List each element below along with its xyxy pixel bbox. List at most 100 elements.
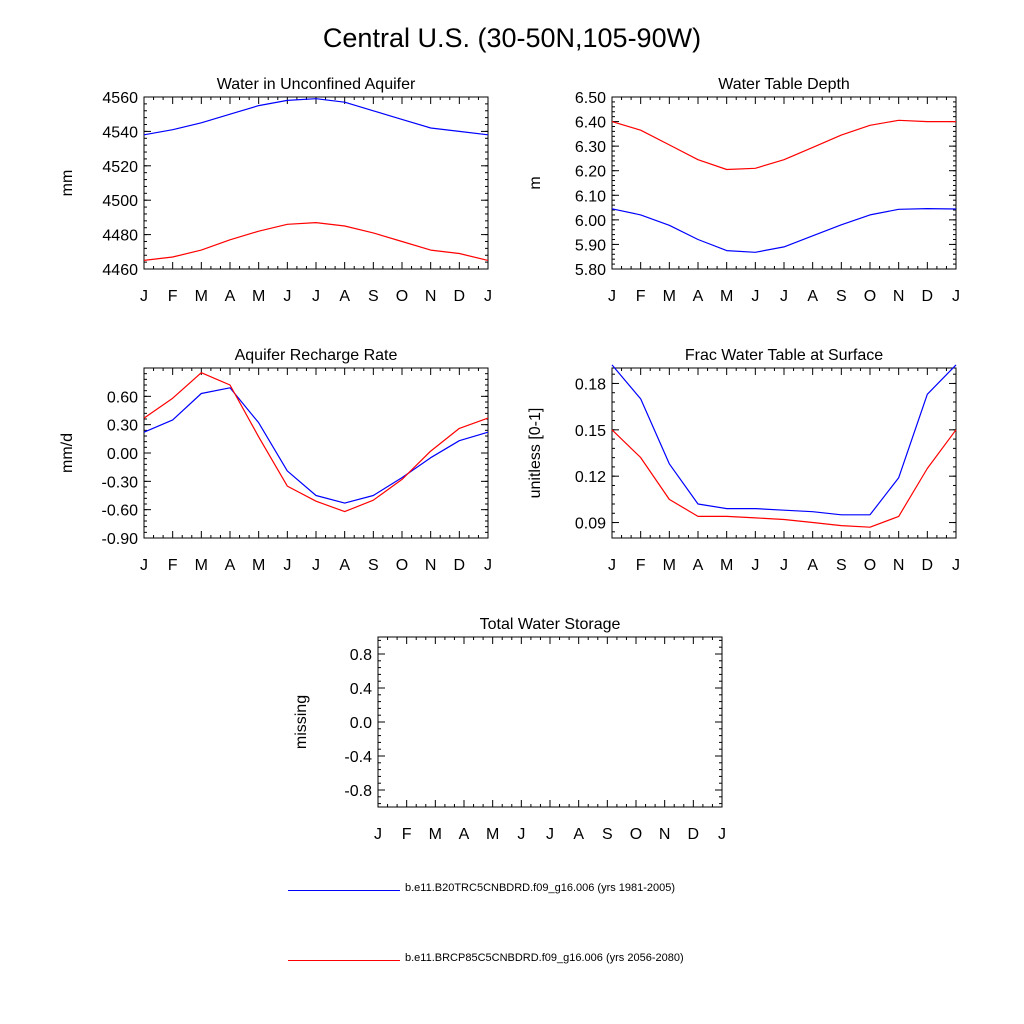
x-tick-label: M <box>663 288 676 305</box>
x-tick-label: J <box>751 557 759 574</box>
y-tick-label: 6.50 <box>575 90 606 107</box>
x-tick-label: N <box>893 288 905 305</box>
x-tick-label: N <box>425 288 437 305</box>
x-tick-label: M <box>486 826 499 843</box>
x-tick-label: J <box>312 288 320 305</box>
series-line-2 <box>143 222 489 261</box>
y-tick-label: 0.00 <box>107 446 138 463</box>
x-tick-label: M <box>195 288 208 305</box>
y-axis-label: unitless [0-1] <box>527 408 544 499</box>
x-tick-label: O <box>396 288 408 305</box>
x-tick-label: A <box>693 557 704 574</box>
y-axis-label: mm/d <box>59 433 76 473</box>
legend-label-2: b.e11.BRCP85C5CNBDRD.f09_g16.006 (yrs 20… <box>405 952 684 964</box>
panel-4: Frac Water Table at Surface unitless [0-1… <box>527 347 960 574</box>
y-tick-label: 0.60 <box>107 389 138 406</box>
y-tick-label: 5.90 <box>575 237 606 254</box>
x-tick-label: O <box>396 557 408 574</box>
plot-frame <box>143 367 489 539</box>
x-tick-label: J <box>952 557 960 574</box>
panel-title: Water Table Depth <box>718 76 850 93</box>
series-line-2 <box>611 429 957 528</box>
x-tick-label: S <box>836 288 847 305</box>
x-tick-label: J <box>283 288 291 305</box>
x-tick-label: J <box>718 826 726 843</box>
y-tick-label: -0.60 <box>102 503 139 520</box>
y-tick-label: 4520 <box>102 159 138 176</box>
x-tick-label: M <box>720 288 733 305</box>
y-tick-label: 4500 <box>102 193 138 210</box>
y-tick-label: 0.18 <box>575 376 606 393</box>
x-tick-label: M <box>663 557 676 574</box>
y-tick-label: 0.0 <box>350 715 372 732</box>
plot-frame <box>611 367 957 539</box>
series-line-1 <box>143 387 489 504</box>
plot-frame <box>143 96 489 270</box>
y-tick-label: 4560 <box>102 90 138 107</box>
x-tick-label: A <box>225 557 236 574</box>
x-tick-label: S <box>836 557 847 574</box>
y-tick-label: 4480 <box>102 228 138 245</box>
series-line-1 <box>143 98 489 136</box>
x-tick-label: O <box>630 826 642 843</box>
x-tick-label: O <box>864 557 876 574</box>
x-tick-label: J <box>751 288 759 305</box>
y-tick-label: 4540 <box>102 124 138 141</box>
x-tick-label: J <box>780 557 788 574</box>
legend-line-1 <box>288 890 400 891</box>
panel-title: Frac Water Table at Surface <box>685 347 883 364</box>
y-tick-label: -0.30 <box>102 474 139 491</box>
x-tick-label: D <box>454 288 466 305</box>
x-tick-label: F <box>636 557 646 574</box>
y-tick-label: 4460 <box>102 262 138 279</box>
figure-title: Central U.S. (30-50N,105-90W) <box>322 23 702 53</box>
x-tick-label: J <box>608 557 616 574</box>
x-tick-label: F <box>402 826 412 843</box>
x-tick-label: A <box>339 288 350 305</box>
y-tick-label: 5.80 <box>575 262 606 279</box>
x-tick-label: J <box>780 288 788 305</box>
x-tick-label: J <box>484 288 492 305</box>
x-tick-label: F <box>168 288 178 305</box>
x-tick-label: S <box>368 288 379 305</box>
y-tick-label: 6.10 <box>575 188 606 205</box>
x-tick-label: A <box>339 557 350 574</box>
x-tick-label: D <box>922 557 934 574</box>
panel-title: Water in Unconfined Aquifer <box>217 76 416 93</box>
plot-frame <box>611 96 957 270</box>
x-tick-label: J <box>546 826 554 843</box>
x-tick-label: J <box>517 826 525 843</box>
y-tick-label: 6.20 <box>575 164 606 181</box>
y-tick-label: 0.8 <box>350 647 372 664</box>
y-tick-label: -0.4 <box>344 749 372 766</box>
panel-title: Aquifer Recharge Rate <box>235 347 398 364</box>
y-tick-label: -0.8 <box>344 783 372 800</box>
plot-frame <box>377 636 723 808</box>
x-tick-label: F <box>168 557 178 574</box>
x-tick-label: O <box>864 288 876 305</box>
x-tick-label: F <box>636 288 646 305</box>
x-tick-label: M <box>429 826 442 843</box>
x-tick-label: D <box>922 288 934 305</box>
y-tick-label: 0.15 <box>575 423 606 440</box>
y-tick-label: 6.00 <box>575 213 606 230</box>
series-line-1 <box>611 364 957 516</box>
y-tick-label: 0.30 <box>107 418 138 435</box>
x-tick-label: A <box>459 826 470 843</box>
x-tick-label: S <box>602 826 613 843</box>
x-tick-label: J <box>608 288 616 305</box>
series-line-2 <box>143 372 489 513</box>
series-line-2 <box>611 119 956 171</box>
y-tick-label: 0.09 <box>575 516 606 533</box>
y-tick-label: 0.4 <box>350 681 372 698</box>
x-tick-label: A <box>573 826 584 843</box>
x-tick-label: A <box>807 557 818 574</box>
x-tick-label: J <box>952 288 960 305</box>
x-tick-label: J <box>484 557 492 574</box>
x-tick-label: N <box>425 557 437 574</box>
panel-title: Total Water Storage <box>480 616 621 633</box>
y-axis-label: mm <box>59 170 76 197</box>
y-tick-label: 6.40 <box>575 115 606 132</box>
x-tick-label: J <box>140 288 148 305</box>
